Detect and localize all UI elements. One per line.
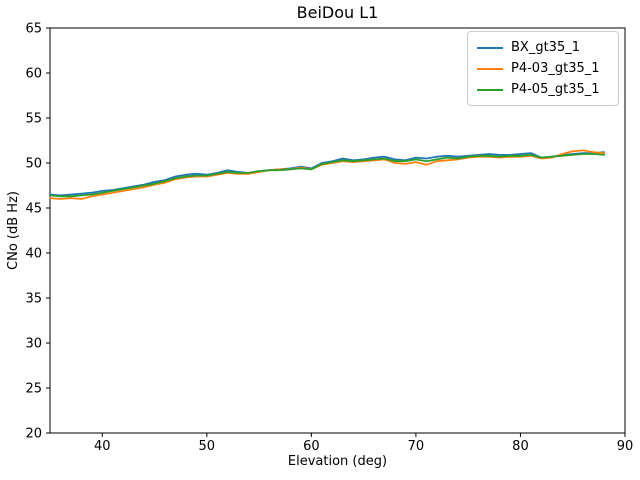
y-tick-label: 60 [25,67,42,82]
x-tick-label: 90 [617,439,634,454]
y-tick-label: 30 [25,337,42,352]
y-tick-label: 55 [25,112,42,127]
axes-frame [49,27,626,434]
legend-label: BX_gt35_1 [511,40,580,55]
legend-label: P4-03_gt35_1 [511,61,600,76]
y-tick-label: 50 [25,157,42,172]
legend-label: P4-05_gt35_1 [511,82,600,97]
y-tick-label: 35 [25,292,42,307]
legend-line-swatch [477,67,503,70]
y-tick-label: 45 [25,202,42,217]
legend-item: P4-03_gt35_1 [468,58,614,79]
series-line-P4-05_gt35_1 [49,153,605,198]
x-tick-label: 50 [199,439,216,454]
y-tick-label: 65 [25,22,42,37]
x-axis-label: Elevation (deg) [287,454,388,469]
x-tick-label: 40 [94,439,111,454]
legend-line-swatch [477,88,503,91]
legend: BX_gt35_1 P4-03_gt35_1 P4-05_gt35_1 [467,31,619,106]
y-tick-label: 40 [25,247,42,262]
x-tick-label: 80 [512,439,529,454]
y-tick-label: 20 [25,427,42,442]
legend-item: BX_gt35_1 [468,37,614,58]
x-tick-label: 70 [408,439,425,454]
series-line-P4-03_gt35_1 [49,149,605,200]
y-axis-label: CNo (dB Hz) [6,191,21,270]
chart-title: BeiDou L1 [296,3,379,22]
legend-line-swatch [477,46,503,49]
x-tick-label: 60 [303,439,320,454]
legend-item: P4-05_gt35_1 [468,79,614,100]
y-tick-label: 25 [25,382,42,397]
